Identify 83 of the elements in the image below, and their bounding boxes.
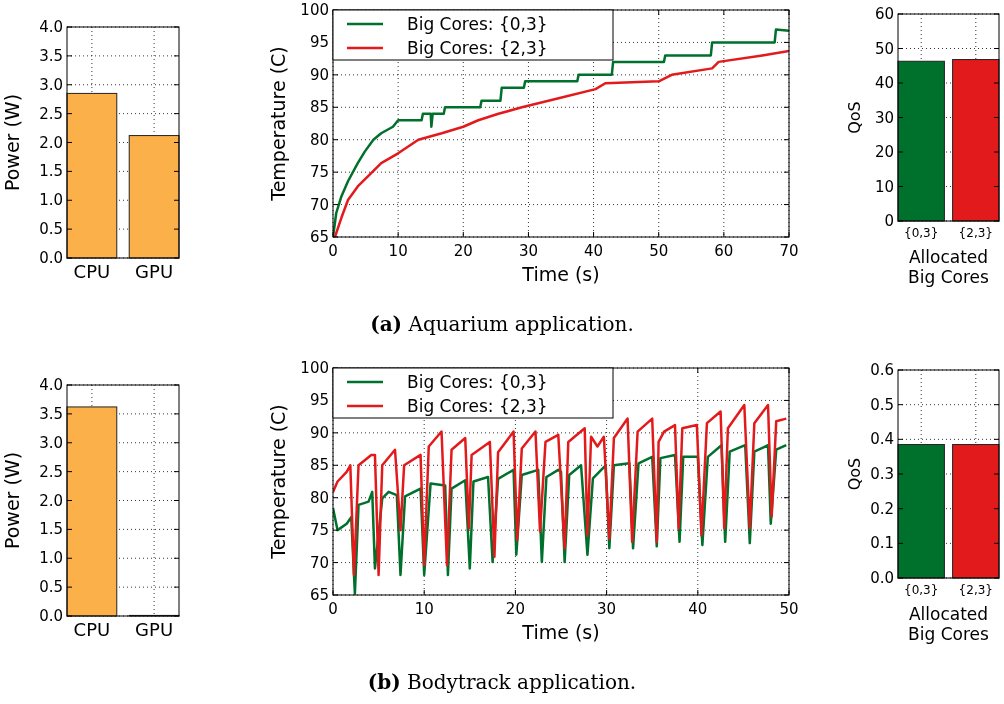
y-tick-label: 95 xyxy=(309,391,329,410)
y-tick-label: 3.5 xyxy=(39,404,63,423)
legend-label: Big Cores: {2,3} xyxy=(407,38,548,58)
x-axis-title: Time (s) xyxy=(521,621,600,643)
y-tick-label: 0.0 xyxy=(870,569,894,587)
text: (b) Bodytrack application. xyxy=(367,670,637,694)
x-tick-label: CPU xyxy=(73,261,111,282)
y-tick-label: 80 xyxy=(309,130,329,149)
x-tick-label: {0,3} xyxy=(904,583,939,597)
y-tick-label: 20 xyxy=(874,143,894,161)
x-axis-title: Allocated Big Cores xyxy=(908,247,990,287)
legend-label: Big Cores: {2,3} xyxy=(407,396,548,416)
y-tick-label: 0.5 xyxy=(39,578,63,597)
y-tick-label: 1.5 xyxy=(39,162,63,181)
y-tick-label: 40 xyxy=(874,74,894,92)
y-tick-label: 30 xyxy=(874,108,894,127)
y-tick-label: 1.0 xyxy=(39,191,63,210)
x-tick-label: 10 xyxy=(414,600,434,618)
y-tick-label: 60 xyxy=(874,5,894,23)
y-tick-label: 0.6 xyxy=(870,361,894,379)
x-tick-label: {0,3} xyxy=(904,226,939,240)
y-axis-title: Power (W) xyxy=(1,93,23,192)
x-tick-label: 20 xyxy=(453,242,473,260)
y-tick-label: 0.3 xyxy=(870,465,894,483)
x-tick-label: CPU xyxy=(73,619,111,640)
y-tick-label: 65 xyxy=(309,586,329,604)
y-axis-title: Power (W) xyxy=(1,451,23,550)
x-tick-label: 60 xyxy=(714,242,734,260)
x-tick-label: 50 xyxy=(779,600,799,618)
x-axis-title: Allocated Big Cores xyxy=(908,604,990,644)
y-tick-label: 0.5 xyxy=(870,395,894,414)
x-tick-label: {2,3} xyxy=(958,226,993,240)
y-tick-label: 100 xyxy=(300,359,329,377)
y-tick-label: 85 xyxy=(309,98,329,117)
y-tick-label: 0.0 xyxy=(39,249,63,267)
y-tick-label: 1.5 xyxy=(39,520,63,539)
y-axis-title: QoS xyxy=(845,457,864,491)
y-tick-label: 4.0 xyxy=(39,376,63,394)
y-tick-label: 0.4 xyxy=(870,430,894,449)
y-tick-label: 3.5 xyxy=(39,46,63,65)
y-tick-label: 90 xyxy=(309,65,329,84)
y-tick-label: 85 xyxy=(309,456,329,475)
y-tick-label: 2.5 xyxy=(39,462,63,481)
y-tick-label: 0.1 xyxy=(870,534,894,553)
y-tick-label: 95 xyxy=(309,33,329,52)
text: (a) Aquarium application. xyxy=(370,312,634,336)
y-tick-label: 70 xyxy=(309,195,329,214)
y-tick-label: 4.0 xyxy=(39,18,63,36)
x-tick-label: 40 xyxy=(688,600,708,618)
y-tick-label: 100 xyxy=(300,1,329,19)
legend-label: Big Cores: {0,3} xyxy=(407,372,548,392)
y-tick-label: 75 xyxy=(309,163,329,182)
y-tick-label: 3.0 xyxy=(39,75,63,94)
y-tick-label: 80 xyxy=(309,488,329,507)
y-axis-title: QoS xyxy=(845,101,864,134)
x-axis-title: Time (s) xyxy=(521,263,600,285)
y-tick-label: 75 xyxy=(309,521,329,540)
y-tick-label: 65 xyxy=(309,228,329,246)
x-tick-label: 20 xyxy=(505,600,525,618)
y-tick-label: 2.0 xyxy=(39,133,63,152)
x-tick-label: {2,3} xyxy=(958,583,993,597)
x-tick-label: GPU xyxy=(135,619,174,640)
x-tick-label: 50 xyxy=(649,242,669,260)
y-tick-label: 0.2 xyxy=(870,499,894,518)
x-tick-label: 30 xyxy=(518,242,538,260)
x-tick-label: 40 xyxy=(584,242,604,260)
y-tick-label: 2.5 xyxy=(39,104,63,123)
y-tick-label: 50 xyxy=(874,39,894,58)
y-tick-label: 90 xyxy=(309,423,329,442)
y-axis-title: Temperature (C) xyxy=(267,404,289,560)
y-tick-label: 10 xyxy=(874,177,894,196)
y-tick-label: 1.0 xyxy=(39,549,63,568)
legend-label: Big Cores: {0,3} xyxy=(407,14,548,34)
y-tick-label: 0.0 xyxy=(39,607,63,625)
y-tick-label: 3.0 xyxy=(39,433,63,452)
y-tick-label: 2.0 xyxy=(39,491,63,510)
y-tick-label: 0.5 xyxy=(39,220,63,239)
y-axis-title: Temperature (C) xyxy=(267,46,289,202)
x-tick-label: 30 xyxy=(597,600,617,618)
x-tick-label: 70 xyxy=(779,242,799,260)
x-tick-label: GPU xyxy=(135,261,174,282)
y-tick-label: 70 xyxy=(309,553,329,572)
x-tick-label: 10 xyxy=(388,242,408,260)
